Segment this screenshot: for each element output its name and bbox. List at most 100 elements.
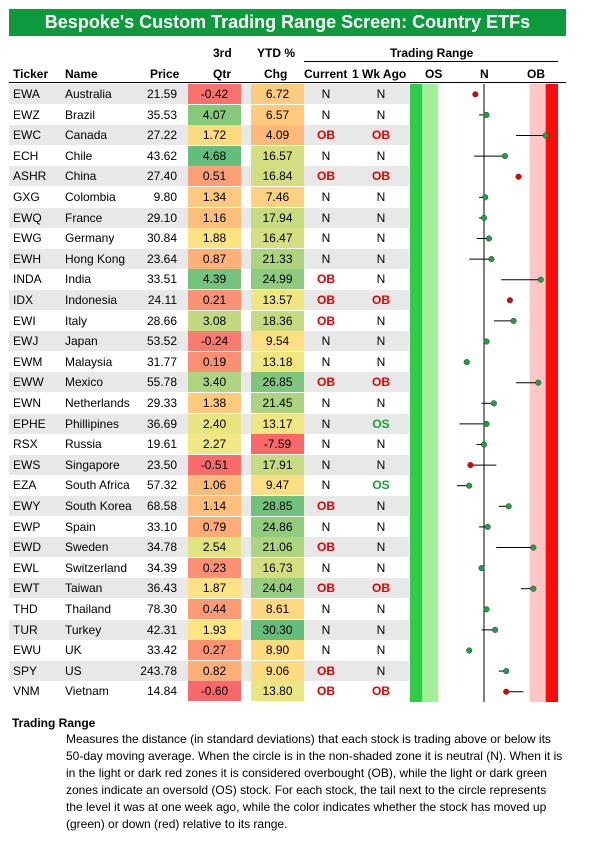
q3-cell: -0.60 bbox=[188, 681, 241, 702]
table-row: EWG Germany 30.84 1.88 16.47 N N bbox=[9, 228, 409, 249]
header-trading-range: Trading Range bbox=[390, 46, 474, 60]
zone-dark-green bbox=[410, 84, 423, 702]
current-zone-cell: N bbox=[321, 416, 331, 431]
name-cell: Malaysia bbox=[65, 354, 113, 369]
table-row: EWQ France 29.10 1.16 17.94 N N bbox=[9, 207, 409, 228]
current-zone-cell: N bbox=[321, 622, 331, 637]
q3-cell: 1.72 bbox=[188, 125, 241, 146]
ticker-cell: VNM bbox=[13, 684, 40, 699]
q3-cell: 1.14 bbox=[188, 496, 241, 516]
q3-cell: 0.19 bbox=[188, 351, 241, 372]
range-dot bbox=[483, 606, 490, 613]
current-zone-cell: OB bbox=[317, 293, 335, 307]
current-zone-cell: N bbox=[321, 437, 331, 452]
ytd-cell: 16.57 bbox=[251, 145, 304, 166]
ticker-cell: EPHE bbox=[13, 416, 46, 431]
wk-ago-zone-cell: OB bbox=[372, 581, 390, 596]
price-cell: 55.78 bbox=[146, 375, 177, 390]
range-dot bbox=[472, 91, 479, 98]
range-dot bbox=[463, 359, 470, 366]
current-zone-cell: OB bbox=[317, 540, 335, 555]
name-cell: South Africa bbox=[65, 478, 130, 493]
header-ytd-bottom: Chg bbox=[264, 67, 288, 81]
name-cell: Russia bbox=[65, 437, 102, 452]
zone-light-red bbox=[529, 84, 546, 702]
name-cell: Mexico bbox=[65, 375, 104, 390]
price-cell: 42.31 bbox=[146, 622, 177, 637]
ticker-cell: EZA bbox=[13, 478, 37, 493]
q3-cell: -0.51 bbox=[188, 454, 241, 475]
q3-cell: 0.23 bbox=[188, 557, 241, 578]
ticker-cell: RSX bbox=[13, 437, 38, 452]
ytd-cell: 16.84 bbox=[251, 166, 304, 187]
range-dot bbox=[530, 585, 537, 592]
price-cell: 43.62 bbox=[146, 148, 177, 163]
wk-ago-zone-cell: N bbox=[376, 210, 386, 225]
range-dot bbox=[483, 338, 490, 345]
ticker-cell: EWT bbox=[13, 581, 40, 596]
ticker-cell: EWD bbox=[13, 540, 41, 555]
header-q3-bottom: Qtr bbox=[213, 67, 231, 81]
name-cell: Spain bbox=[65, 519, 96, 534]
ytd-cell: 16.73 bbox=[251, 557, 304, 578]
table-row: EWM Malaysia 31.77 0.19 13.18 N N bbox=[9, 351, 409, 372]
name-cell: South Korea bbox=[65, 499, 132, 513]
table-row: EZA South Africa 57.32 1.06 9.47 N OS bbox=[9, 475, 409, 496]
table-row: EWY South Korea 68.58 1.14 28.85 OB N bbox=[9, 496, 409, 516]
header-zone-ob: OB bbox=[527, 67, 545, 81]
range-dot bbox=[530, 544, 537, 551]
q3-cell: 1.93 bbox=[188, 619, 241, 640]
price-cell: 27.22 bbox=[146, 128, 177, 143]
ytd-cell: 17.94 bbox=[251, 207, 304, 228]
range-dot bbox=[503, 668, 510, 675]
wk-ago-zone-cell: OS bbox=[372, 416, 390, 431]
ytd-cell: 17.91 bbox=[251, 454, 304, 475]
range-dot bbox=[466, 482, 473, 489]
current-zone-cell: N bbox=[321, 519, 331, 534]
price-cell: 36.43 bbox=[146, 581, 177, 596]
range-dot bbox=[466, 647, 473, 654]
q3-cell: 1.16 bbox=[188, 207, 241, 228]
current-zone-cell: N bbox=[321, 107, 331, 122]
current-zone-cell: N bbox=[321, 457, 331, 472]
q3-cell: 1.88 bbox=[188, 228, 241, 249]
q3-cell: 0.21 bbox=[188, 290, 241, 310]
name-cell: Canada bbox=[65, 128, 108, 143]
name-cell: Sweden bbox=[65, 540, 109, 555]
table-row: RSX Russia 19.61 2.27 -7.59 N N bbox=[9, 434, 409, 455]
range-dot bbox=[490, 400, 497, 407]
header-wk-ago: 1 Wk Ago bbox=[352, 67, 407, 81]
current-zone-cell: N bbox=[321, 478, 331, 493]
ytd-cell: 8.90 bbox=[251, 640, 304, 661]
ticker-cell: INDA bbox=[13, 272, 42, 287]
table-row: EWP Spain 33.10 0.79 24.86 N N bbox=[9, 516, 409, 537]
q3-cell: -0.42 bbox=[188, 84, 241, 104]
range-dot bbox=[542, 132, 549, 139]
price-cell: 36.69 bbox=[146, 416, 177, 431]
range-dot bbox=[467, 462, 474, 469]
ytd-cell: 7.46 bbox=[251, 187, 304, 207]
range-dot bbox=[535, 379, 542, 386]
header-zone-n: N bbox=[480, 67, 489, 81]
table-row: EWD Sweden 34.78 2.54 21.06 OB N bbox=[9, 537, 409, 558]
wk-ago-zone-cell: N bbox=[376, 499, 386, 513]
current-zone-cell: N bbox=[321, 643, 331, 658]
ticker-cell: THD bbox=[13, 602, 38, 616]
wk-ago-zone-cell: N bbox=[376, 560, 386, 575]
ytd-cell: 13.80 bbox=[251, 681, 304, 702]
name-cell: Thailand bbox=[65, 602, 112, 616]
current-zone-cell: OB bbox=[317, 313, 335, 328]
name-cell: Colombia bbox=[65, 190, 116, 204]
page-title: Bespoke's Custom Trading Range Screen: C… bbox=[9, 9, 566, 36]
wk-ago-zone-cell: N bbox=[376, 354, 386, 369]
price-cell: 34.39 bbox=[146, 560, 177, 575]
current-zone-cell: N bbox=[321, 396, 331, 410]
current-zone-cell: N bbox=[321, 354, 331, 369]
current-zone-cell: N bbox=[321, 231, 331, 246]
ticker-cell: EWS bbox=[13, 457, 41, 472]
current-zone-cell: N bbox=[321, 251, 331, 266]
ticker-cell: ASHR bbox=[13, 169, 47, 184]
wk-ago-zone-cell: N bbox=[376, 643, 386, 658]
table-row: EWT Taiwan 36.43 1.87 24.04 OB OB bbox=[9, 578, 409, 599]
ticker-cell: EWU bbox=[13, 643, 41, 658]
